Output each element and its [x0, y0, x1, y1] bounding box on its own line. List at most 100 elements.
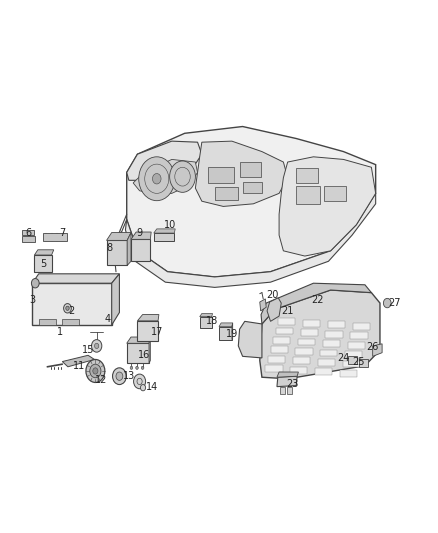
Text: 22: 22	[311, 295, 324, 305]
Text: 2: 2	[68, 306, 74, 316]
Text: 9: 9	[137, 228, 143, 238]
Bar	[138, 321, 158, 341]
Circle shape	[93, 368, 98, 374]
Bar	[315, 368, 332, 375]
Polygon shape	[260, 290, 380, 379]
Bar	[208, 167, 234, 183]
Text: 23: 23	[286, 379, 298, 389]
Bar	[328, 321, 345, 328]
Bar	[219, 327, 232, 340]
Bar	[279, 386, 285, 394]
Bar	[200, 317, 212, 328]
Circle shape	[66, 306, 69, 310]
Text: 20: 20	[266, 290, 279, 300]
Bar	[296, 185, 320, 204]
Text: 4: 4	[104, 314, 110, 324]
Bar	[39, 319, 56, 325]
Polygon shape	[279, 157, 376, 256]
Circle shape	[90, 364, 101, 378]
Bar	[106, 240, 127, 265]
Bar	[278, 318, 295, 325]
Bar	[154, 233, 174, 241]
Bar	[62, 319, 80, 325]
Text: 1: 1	[57, 327, 63, 337]
Text: 16: 16	[138, 350, 150, 360]
Text: 7: 7	[59, 228, 65, 238]
Circle shape	[136, 366, 138, 369]
Text: 3: 3	[29, 295, 35, 305]
Polygon shape	[32, 274, 120, 283]
Circle shape	[86, 359, 105, 383]
Bar	[127, 343, 149, 363]
Circle shape	[141, 366, 144, 369]
Bar	[43, 233, 67, 241]
Text: 14: 14	[146, 382, 159, 392]
Circle shape	[32, 279, 39, 288]
Bar	[348, 356, 357, 364]
Polygon shape	[373, 344, 382, 357]
Circle shape	[95, 343, 99, 349]
Circle shape	[170, 161, 195, 192]
Polygon shape	[260, 299, 266, 311]
Polygon shape	[133, 159, 198, 195]
Bar	[295, 348, 313, 355]
Bar	[325, 331, 343, 337]
Polygon shape	[127, 337, 150, 343]
Bar	[324, 185, 346, 201]
Polygon shape	[127, 232, 131, 265]
Circle shape	[139, 157, 175, 201]
Bar	[22, 236, 35, 243]
Polygon shape	[154, 229, 175, 233]
Polygon shape	[127, 126, 376, 277]
Text: 15: 15	[82, 345, 94, 355]
Text: 10: 10	[163, 220, 176, 230]
Polygon shape	[131, 232, 151, 239]
Text: 18: 18	[206, 317, 219, 326]
Bar	[265, 365, 283, 372]
Polygon shape	[138, 314, 159, 321]
Polygon shape	[267, 298, 281, 321]
Text: 27: 27	[389, 298, 401, 308]
Polygon shape	[277, 372, 298, 377]
Bar	[243, 182, 262, 193]
Circle shape	[141, 384, 145, 391]
Bar	[22, 230, 35, 235]
Polygon shape	[195, 141, 288, 206]
Polygon shape	[149, 337, 150, 363]
Polygon shape	[232, 323, 233, 340]
Bar	[35, 255, 52, 272]
Polygon shape	[238, 321, 262, 358]
Bar	[296, 168, 318, 183]
Bar	[287, 386, 293, 394]
Bar	[300, 329, 318, 336]
Circle shape	[383, 298, 391, 308]
Bar	[359, 359, 367, 367]
Circle shape	[116, 372, 123, 381]
Circle shape	[152, 174, 161, 184]
Bar	[343, 360, 360, 367]
Bar	[320, 350, 337, 357]
Bar	[273, 337, 290, 344]
Text: 5: 5	[40, 259, 46, 269]
Bar	[293, 358, 310, 364]
Bar	[340, 370, 357, 377]
Bar	[268, 356, 285, 362]
Text: 26: 26	[367, 343, 379, 352]
Polygon shape	[200, 313, 212, 317]
Polygon shape	[35, 250, 54, 255]
Polygon shape	[112, 274, 120, 325]
Circle shape	[64, 304, 71, 313]
Polygon shape	[127, 141, 202, 183]
Text: 19: 19	[226, 329, 238, 340]
Text: 6: 6	[25, 228, 31, 238]
Bar	[350, 332, 367, 339]
Text: 13: 13	[123, 371, 135, 381]
Text: 8: 8	[106, 243, 113, 253]
Bar	[131, 239, 150, 261]
Bar	[276, 328, 293, 334]
Circle shape	[113, 368, 126, 384]
Text: 11: 11	[74, 361, 85, 371]
Bar	[32, 283, 112, 325]
Polygon shape	[106, 232, 131, 240]
Bar	[348, 342, 365, 349]
